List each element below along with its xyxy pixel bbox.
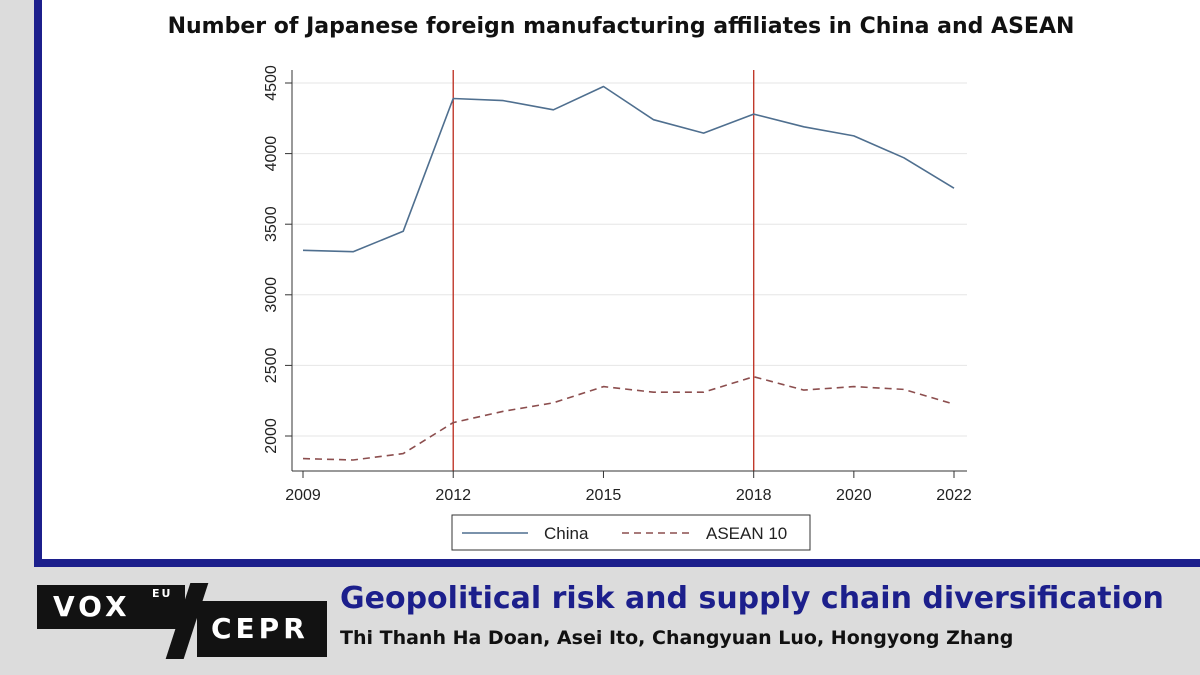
series-line-china: [302, 85, 955, 253]
logo-eu-text: EU: [152, 587, 173, 600]
legend-label-china: China: [544, 524, 589, 543]
x-tick-label: 2020: [836, 487, 872, 504]
vox-eu-logo[interactable]: VOX EU: [37, 585, 185, 629]
x-tick-label: 2018: [736, 487, 772, 504]
line-chart: 2000 2500 3000 3500 4000 4500 2009 2012 2015 2018…: [263, 65, 972, 551]
x-tick-label: 2012: [435, 487, 471, 504]
article-title: Geopolitical risk and supply chain diver…: [340, 581, 1164, 616]
logo-vox-text: VOX: [53, 590, 131, 623]
series-line-asean-10: [302, 375, 955, 461]
series-lines: [302, 85, 955, 461]
logo-cepr-text: CEPR: [211, 612, 309, 645]
reference-lines: [452, 70, 755, 471]
legend-label-asean: ASEAN 10: [706, 524, 787, 543]
cepr-logo[interactable]: CEPR: [197, 601, 327, 657]
legend: China ASEAN 10: [451, 514, 811, 551]
y-tick-label: 3500: [263, 206, 280, 242]
chart-title: Number of Japanese foreign manufacturing…: [167, 14, 1075, 39]
gridlines: [292, 82, 967, 437]
y-tick-label: 4000: [263, 136, 280, 172]
axes: 2000 2500 3000 3500 4000 4500 2009 2012 2015 2018…: [263, 65, 972, 504]
chart-panel: [34, 0, 1200, 567]
x-tick-label: 2015: [586, 487, 622, 504]
article-authors: Thi Thanh Ha Doan, Asei Ito, Changyuan L…: [340, 627, 1014, 649]
x-tick-label: 2022: [936, 487, 972, 504]
y-tick-label: 2000: [263, 418, 280, 454]
footer-banner: VOX EU CEPR Geopolitical risk and supply…: [0, 567, 1200, 675]
y-tick-label: 2500: [263, 348, 280, 384]
y-tick-label: 4500: [263, 65, 280, 101]
y-tick-label: 3000: [263, 277, 280, 313]
x-tick-label: 2009: [285, 487, 321, 504]
